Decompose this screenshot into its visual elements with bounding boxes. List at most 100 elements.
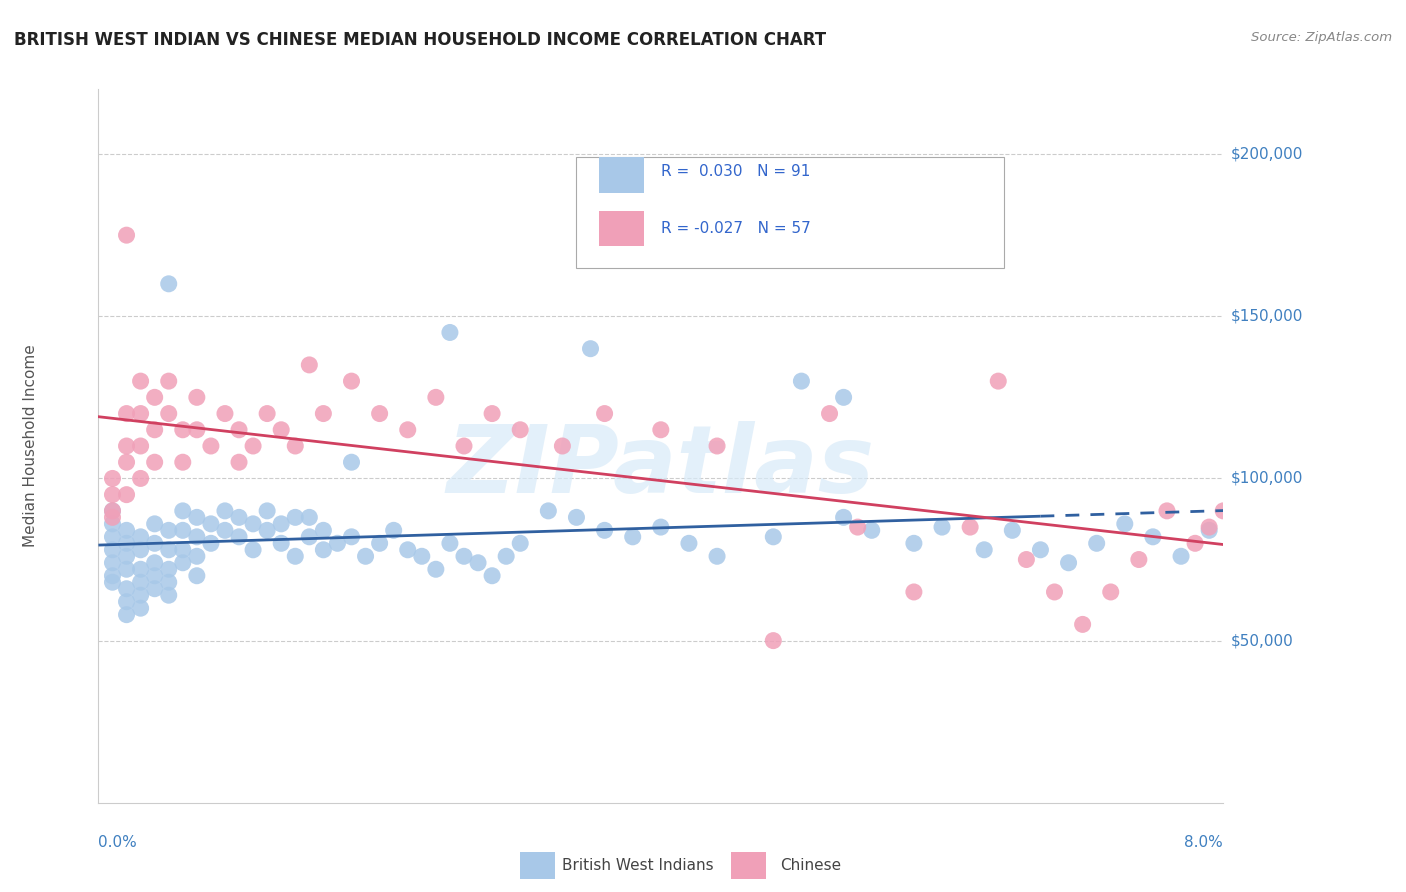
Point	[143, 536, 166, 550]
Point	[242, 439, 264, 453]
FancyBboxPatch shape	[576, 157, 1004, 268]
Point	[1156, 504, 1178, 518]
Point	[340, 530, 363, 544]
Point	[172, 556, 194, 570]
Point	[157, 374, 180, 388]
Text: Source: ZipAtlas.com: Source: ZipAtlas.com	[1251, 31, 1392, 45]
Point	[214, 407, 236, 421]
Point	[931, 520, 953, 534]
Point	[256, 524, 278, 538]
Point	[129, 407, 152, 421]
Point	[312, 524, 335, 538]
Point	[987, 374, 1010, 388]
Point	[101, 556, 124, 570]
Point	[1029, 542, 1052, 557]
Point	[439, 326, 461, 340]
Point	[621, 530, 644, 544]
Point	[1099, 585, 1122, 599]
Point	[1085, 536, 1108, 550]
Point	[340, 455, 363, 469]
Point	[396, 423, 419, 437]
Point	[115, 582, 138, 596]
Text: $150,000: $150,000	[1230, 309, 1302, 324]
Point	[762, 530, 785, 544]
Point	[242, 542, 264, 557]
Point	[200, 516, 222, 531]
Point	[903, 585, 925, 599]
Point	[186, 510, 208, 524]
Point	[186, 549, 208, 564]
Point	[186, 530, 208, 544]
Point	[157, 277, 180, 291]
Point	[270, 516, 292, 531]
Point	[509, 536, 531, 550]
Point	[115, 524, 138, 538]
Point	[172, 542, 194, 557]
Point	[1001, 524, 1024, 538]
Point	[1128, 552, 1150, 566]
Point	[115, 439, 138, 453]
Point	[509, 423, 531, 437]
Point	[354, 549, 377, 564]
Point	[1043, 585, 1066, 599]
Point	[157, 524, 180, 538]
Point	[101, 542, 124, 557]
Point	[143, 556, 166, 570]
Point	[425, 390, 447, 404]
Point	[115, 549, 138, 564]
Text: R =  0.030   N = 91: R = 0.030 N = 91	[661, 164, 810, 178]
Point	[453, 549, 475, 564]
Point	[312, 542, 335, 557]
Text: $100,000: $100,000	[1230, 471, 1302, 486]
Point	[298, 530, 321, 544]
Point	[762, 633, 785, 648]
Text: Chinese: Chinese	[780, 858, 841, 872]
Point	[186, 568, 208, 582]
Point	[186, 423, 208, 437]
Point	[129, 562, 152, 576]
Point	[115, 455, 138, 469]
Point	[101, 516, 124, 531]
Point	[425, 562, 447, 576]
Point	[1015, 552, 1038, 566]
Point	[565, 510, 588, 524]
Point	[1071, 617, 1094, 632]
Point	[228, 530, 250, 544]
Point	[706, 549, 728, 564]
Point	[242, 516, 264, 531]
Point	[593, 524, 616, 538]
Point	[298, 358, 321, 372]
Text: BRITISH WEST INDIAN VS CHINESE MEDIAN HOUSEHOLD INCOME CORRELATION CHART: BRITISH WEST INDIAN VS CHINESE MEDIAN HO…	[14, 31, 827, 49]
Point	[256, 504, 278, 518]
Point	[214, 504, 236, 518]
Bar	[599, 157, 644, 193]
Point	[129, 575, 152, 590]
Point	[143, 390, 166, 404]
Point	[256, 407, 278, 421]
Point	[172, 455, 194, 469]
Point	[832, 390, 855, 404]
Point	[129, 601, 152, 615]
Point	[101, 504, 124, 518]
Point	[650, 423, 672, 437]
Point	[115, 562, 138, 576]
Text: British West Indians: British West Indians	[562, 858, 714, 872]
Point	[129, 542, 152, 557]
Text: R = -0.027   N = 57: R = -0.027 N = 57	[661, 221, 811, 235]
Point	[200, 439, 222, 453]
Point	[1184, 536, 1206, 550]
Point	[593, 407, 616, 421]
Point	[157, 575, 180, 590]
Point	[551, 439, 574, 453]
Point	[157, 562, 180, 576]
Point	[157, 542, 180, 557]
Point	[143, 516, 166, 531]
Point	[1170, 549, 1192, 564]
Point	[270, 536, 292, 550]
Point	[846, 520, 869, 534]
Point	[1212, 504, 1234, 518]
Point	[101, 510, 124, 524]
Point	[172, 504, 194, 518]
Point	[228, 423, 250, 437]
Text: ZIPatlas: ZIPatlas	[447, 421, 875, 514]
